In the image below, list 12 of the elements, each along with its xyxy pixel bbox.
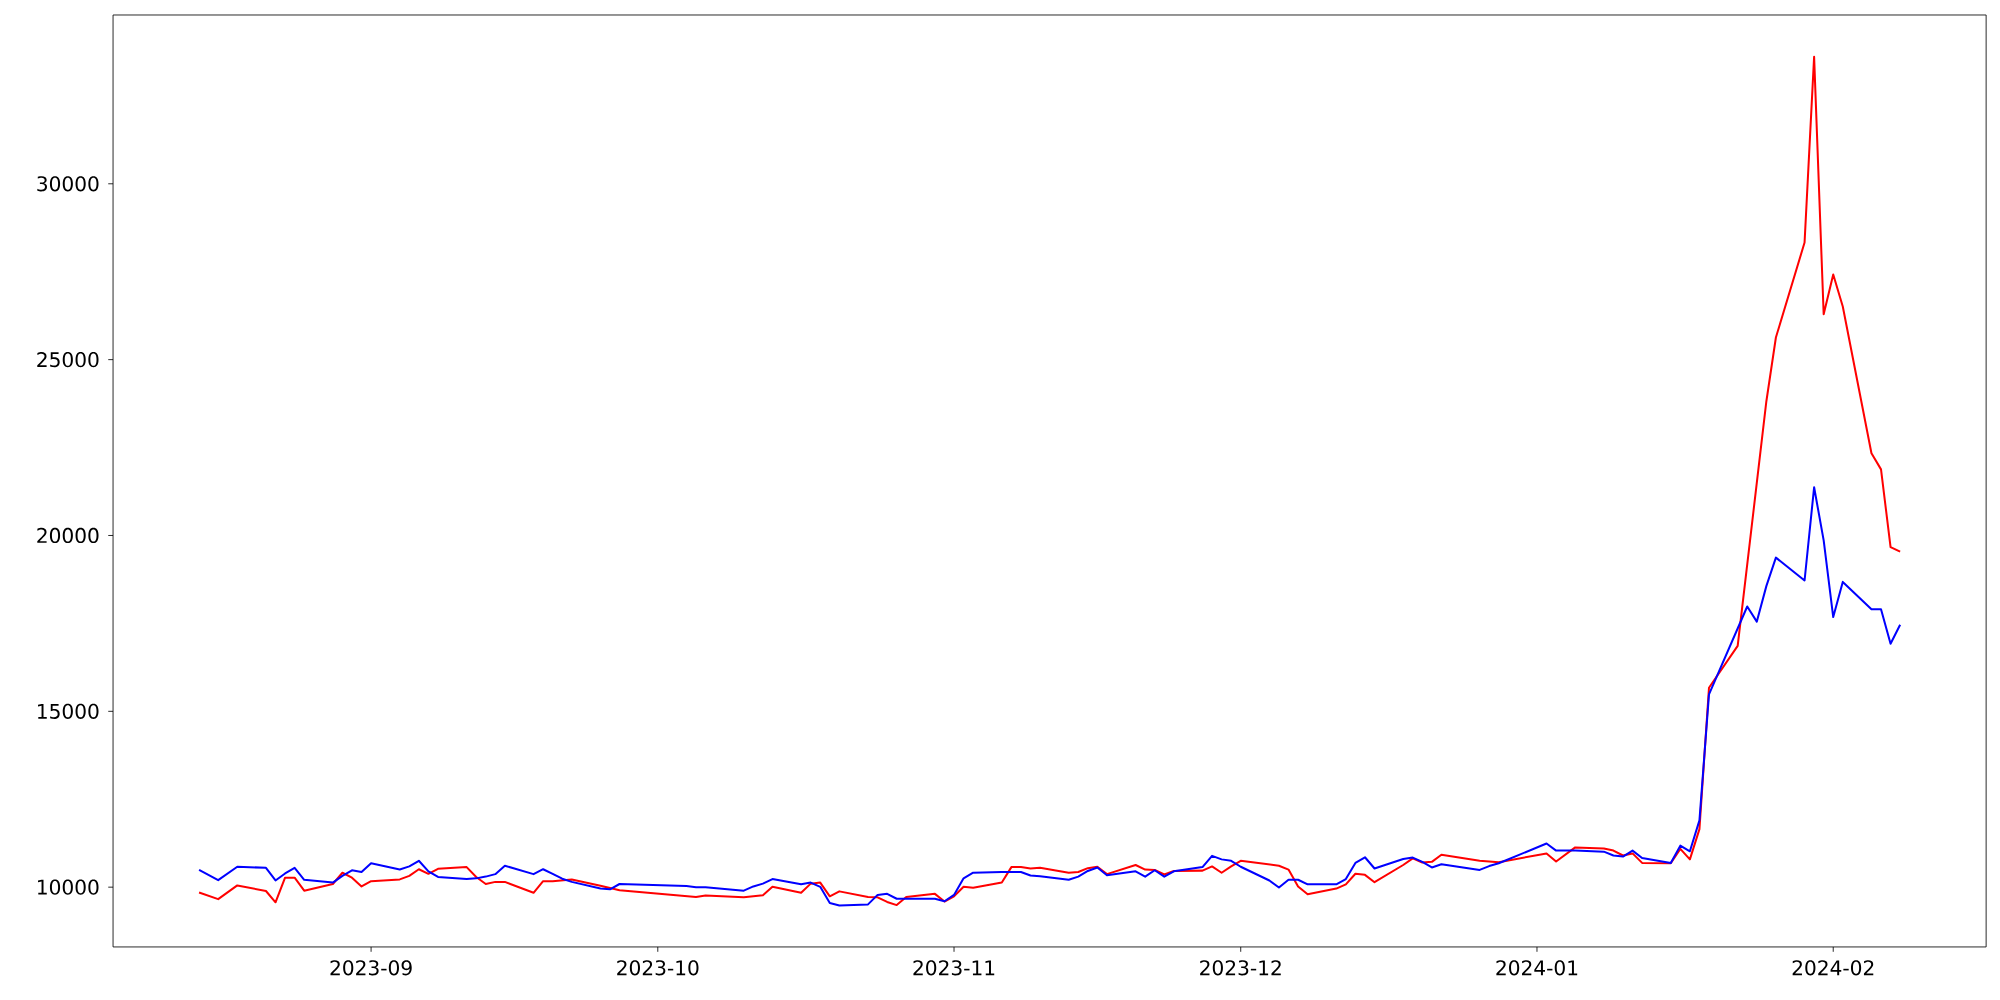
x-tick-label: 2023-11 (913, 960, 995, 976)
y-tick-label: 25000 (37, 352, 99, 368)
y-tick-label: 15000 (38, 703, 99, 719)
x-tick-label: 2023-10 (617, 960, 699, 976)
line-series (198, 55, 1902, 907)
y-tick-label: 10000 (38, 879, 99, 895)
x-tick-label: 2024-02 (1792, 960, 1874, 976)
x-tick-label: 2024-01 (1496, 960, 1578, 976)
x-tick-label: 2023-12 (1200, 960, 1281, 976)
y-tick-label: 30000 (37, 176, 99, 192)
x-tick-label: 2023-09 (330, 960, 412, 976)
y-tick-label: 20000 (37, 527, 99, 544)
